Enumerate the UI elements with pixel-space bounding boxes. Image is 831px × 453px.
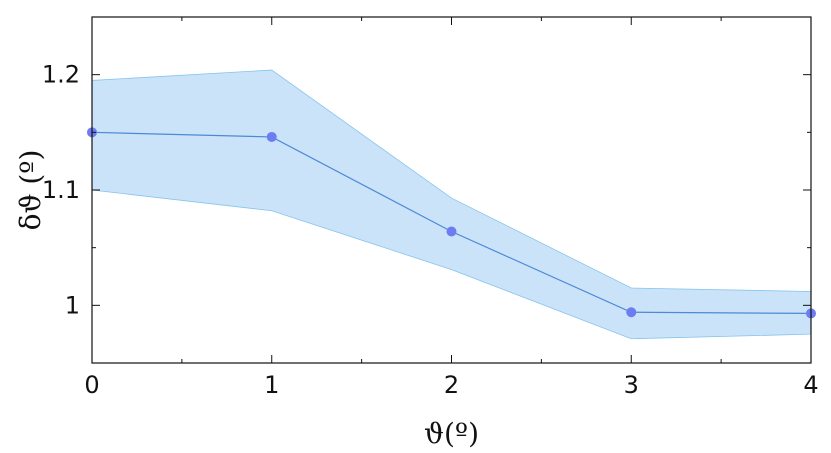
y-tick-label: 1.1 bbox=[42, 176, 80, 204]
data-point bbox=[446, 226, 457, 237]
x-tick-label: 0 bbox=[84, 371, 99, 399]
data-point bbox=[266, 131, 277, 142]
axis-ticks bbox=[91, 17, 812, 363]
y-tick-label: 1.2 bbox=[42, 61, 80, 89]
x-tick-label: 4 bbox=[803, 371, 818, 399]
x-tick-labels: 0 1 2 3 4 bbox=[84, 371, 818, 399]
x-tick-label: 2 bbox=[444, 371, 459, 399]
y-tick-label: 1 bbox=[65, 291, 80, 319]
plot-area bbox=[87, 69, 816, 340]
y-tick-labels: 1 1.1 1.2 bbox=[42, 61, 80, 320]
x-tick-label: 1 bbox=[264, 371, 279, 399]
data-point bbox=[626, 307, 637, 318]
x-tick-label: 3 bbox=[624, 371, 639, 399]
x-axis-label: ϑ(º) bbox=[424, 417, 479, 450]
confidence-band bbox=[91, 69, 812, 340]
y-axis-label: δϑ (º) bbox=[14, 150, 47, 231]
